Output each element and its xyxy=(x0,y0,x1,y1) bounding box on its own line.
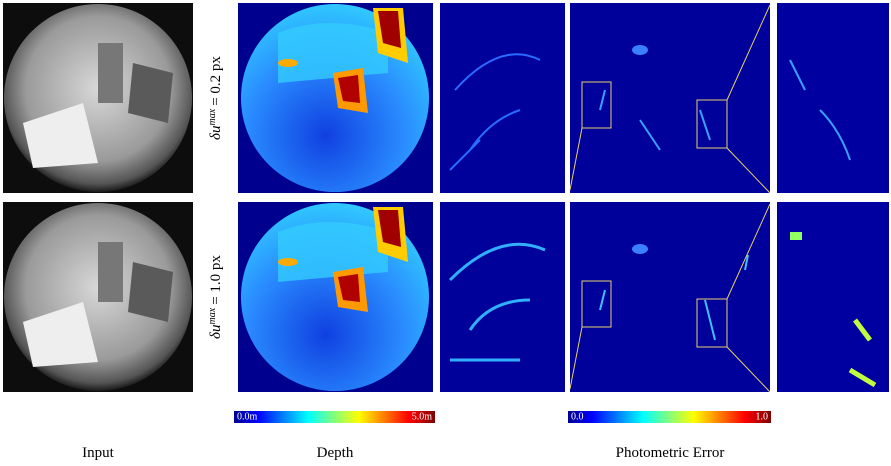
row-label: δumax= 1.0 px xyxy=(207,255,224,339)
input-image xyxy=(3,3,193,193)
row-label: δumax= 0.2 px xyxy=(207,56,224,140)
error-map xyxy=(440,3,565,193)
depth-map xyxy=(238,202,433,392)
error-zoom xyxy=(777,3,889,193)
error-colorbar xyxy=(568,411,771,423)
colorbar-label: 1.0 xyxy=(756,411,769,422)
caption: Input xyxy=(82,445,114,461)
colorbar-label: 0.0 xyxy=(571,411,584,422)
error-map-full xyxy=(569,202,771,393)
depth-map xyxy=(238,3,433,193)
colorbar-label: 5.0m xyxy=(412,411,433,422)
caption: Photometric Error xyxy=(616,445,725,461)
error-zoom xyxy=(777,202,889,392)
error-map xyxy=(440,202,565,392)
colorbar-label: 0.0m xyxy=(237,411,258,422)
input-image xyxy=(3,202,193,392)
caption: Depth xyxy=(317,445,354,461)
depth-colorbar xyxy=(234,411,435,423)
error-map-full xyxy=(569,3,771,194)
